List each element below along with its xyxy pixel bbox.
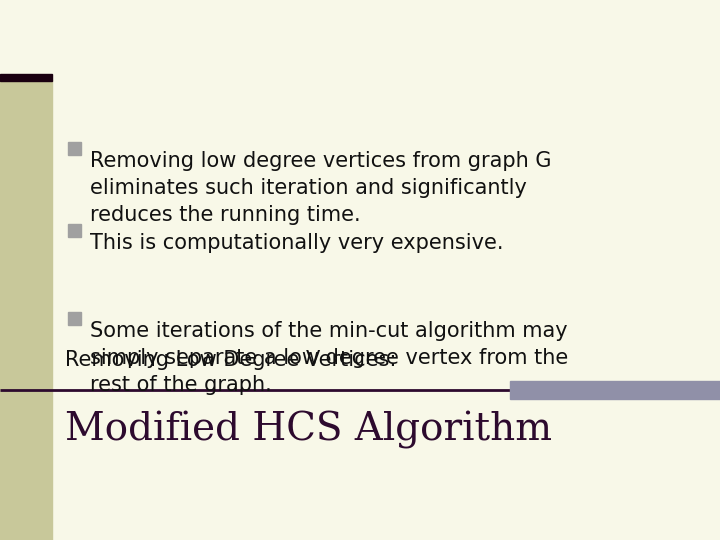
Bar: [68, 224, 81, 237]
Text: Removing low degree vertices from graph G
eliminates such iteration and signific: Removing low degree vertices from graph …: [90, 151, 552, 225]
Bar: [0, 74, 52, 81]
Text: Some iterations of the min-cut algorithm may
simply separate a low degree vertex: Some iterations of the min-cut algorithm…: [90, 321, 568, 395]
Bar: [0, 80, 52, 540]
Text: This is computationally very expensive.: This is computationally very expensive.: [90, 233, 503, 253]
Text: Modified HCS Algorithm: Modified HCS Algorithm: [65, 411, 552, 449]
Bar: [68, 312, 81, 325]
Text: Removing Low Degree Vertices:: Removing Low Degree Vertices:: [65, 350, 397, 370]
Bar: [68, 141, 81, 154]
Bar: [510, 381, 720, 399]
